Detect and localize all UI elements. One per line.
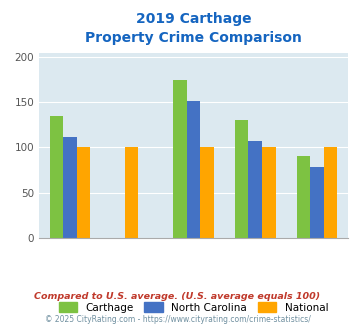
Bar — [248, 141, 262, 238]
Bar — [324, 148, 337, 238]
Bar — [77, 148, 90, 238]
Bar — [63, 137, 77, 238]
Bar — [235, 119, 248, 238]
Bar — [187, 101, 200, 238]
Bar — [297, 155, 310, 238]
Bar — [262, 148, 275, 238]
Text: © 2025 CityRating.com - https://www.cityrating.com/crime-statistics/: © 2025 CityRating.com - https://www.city… — [45, 315, 310, 324]
Title: 2019 Carthage
Property Crime Comparison: 2019 Carthage Property Crime Comparison — [85, 12, 302, 45]
Bar — [310, 167, 324, 238]
Bar — [173, 80, 187, 238]
Text: Compared to U.S. average. (U.S. average equals 100): Compared to U.S. average. (U.S. average … — [34, 292, 321, 301]
Bar — [125, 148, 138, 238]
Bar — [200, 148, 214, 238]
Bar — [50, 116, 63, 238]
Legend: Carthage, North Carolina, National: Carthage, North Carolina, National — [54, 298, 333, 317]
